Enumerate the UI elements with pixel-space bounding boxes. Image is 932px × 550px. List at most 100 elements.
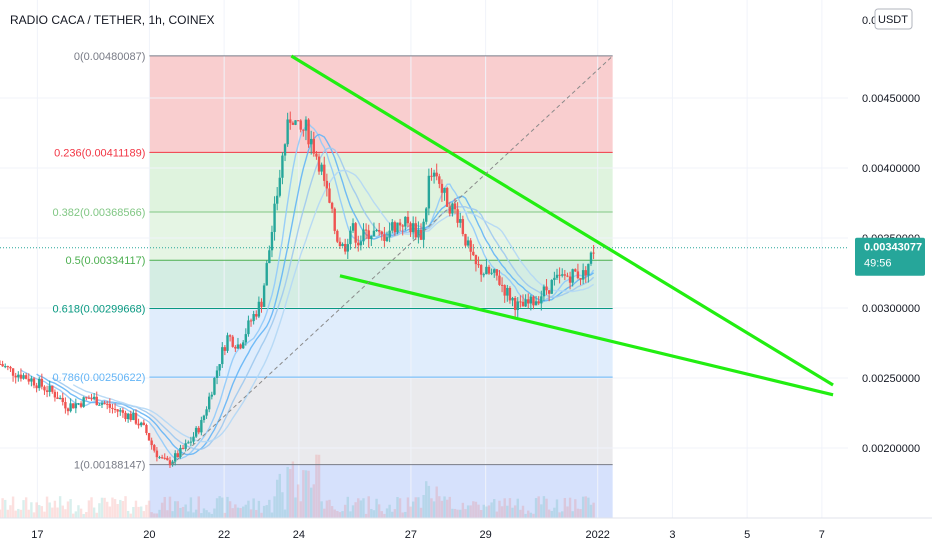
volume-bar [176, 501, 180, 518]
candle-body [393, 222, 397, 233]
candle-body [121, 410, 125, 413]
volume-bar [281, 492, 284, 518]
volume-bar [317, 454, 321, 518]
countdown-label: 49:56 [864, 258, 892, 270]
fib-level-label: 0.382(0.00368566) [52, 207, 145, 219]
volume-bar [111, 497, 114, 518]
candle-body [213, 377, 216, 395]
volume-bar [179, 507, 182, 518]
candle-body [100, 403, 104, 405]
volume-bar [558, 512, 561, 518]
volume-bar [453, 508, 457, 518]
fib-zone [149, 464, 613, 518]
volume-bar [482, 504, 485, 518]
volume-bar [43, 511, 46, 518]
candle-body [296, 120, 300, 122]
current-price-badge: 0.00343077 49:56 [855, 237, 925, 276]
candle-body [550, 279, 553, 294]
candle-body [103, 403, 106, 405]
candle-body [174, 453, 177, 462]
candle-body [383, 234, 386, 241]
fib-level-label: 1(0.00188147) [74, 460, 146, 472]
candle-body [116, 409, 119, 412]
volume-bar [422, 494, 425, 518]
volume-bar [571, 511, 574, 518]
candle-body [438, 176, 441, 184]
volume-bar [359, 500, 363, 518]
volume-bar [443, 496, 446, 518]
candle-body [260, 301, 263, 307]
volume-bar [48, 502, 51, 518]
candle-body [380, 231, 383, 235]
candle-body [477, 264, 480, 266]
time-tick-label: 24 [293, 529, 305, 541]
moving-average-line [36, 133, 595, 456]
volume-bar [119, 499, 122, 518]
volume-bar [537, 496, 540, 518]
candle-body [333, 208, 336, 231]
volume-bar [581, 496, 585, 518]
time-tick-label: 5 [744, 529, 750, 541]
candle-body [166, 457, 169, 461]
volume-bar [283, 509, 287, 518]
volume-bar [11, 496, 15, 518]
volume-bar [440, 500, 444, 518]
volume-bar [396, 496, 399, 518]
currency-button[interactable]: USDT [874, 8, 913, 30]
candle-body [553, 277, 556, 280]
trendlines[interactable] [171, 54, 834, 466]
candle-body [168, 460, 172, 466]
volume-bar [6, 509, 10, 518]
candle-body [592, 252, 595, 254]
volume-bar [370, 508, 373, 518]
volume-bar [85, 512, 88, 518]
candle-body [427, 175, 431, 209]
candle-body [500, 284, 504, 286]
volume-bar [64, 509, 67, 518]
volume-bar [464, 509, 467, 518]
volume-bar [192, 512, 195, 518]
candle-body [485, 266, 488, 275]
candle-body [435, 172, 438, 177]
volume-bar [215, 498, 219, 518]
volume-bar [197, 496, 200, 518]
volume-bar [79, 508, 83, 518]
candle-body [72, 403, 75, 409]
volume-bar [432, 501, 436, 518]
volume-bar [333, 509, 336, 518]
candle-body [328, 188, 331, 203]
volume-bar [547, 509, 551, 518]
volume-bar [579, 509, 582, 518]
volume-bar [323, 508, 326, 518]
volume-bar [40, 506, 44, 518]
candle-body [145, 424, 148, 434]
candle-body [30, 378, 33, 382]
candle-body [77, 403, 80, 405]
candle-body [364, 229, 368, 231]
candle-body [396, 222, 399, 233]
volume-bar [451, 508, 454, 518]
volume-bar [561, 511, 564, 518]
volume-bar [260, 512, 263, 518]
volume-bar [255, 509, 258, 518]
fib-labels: 0(0.00480087) 0.236(0.00411189) 0.382(0.00… [52, 51, 145, 472]
volume-bar [247, 500, 250, 518]
candle-body [231, 336, 234, 347]
volume-bar [19, 509, 23, 518]
volume-bar [519, 509, 522, 518]
candle-body [359, 241, 363, 246]
candle-body [273, 203, 276, 232]
volume-bar [174, 501, 177, 518]
trendline-diagonal [171, 55, 613, 466]
volume-bar [430, 498, 433, 518]
candle-body [98, 404, 101, 406]
candle-body [587, 263, 590, 276]
time-axis[interactable]: 17 20 22 24 27 29 2022 3 5 7 [0, 517, 932, 550]
volume-bar [82, 513, 85, 518]
volume-bar [553, 507, 556, 518]
volume-bar [207, 512, 211, 518]
trendline-upper [290, 54, 834, 387]
candle-body [534, 301, 538, 306]
volume-bar [69, 499, 72, 518]
